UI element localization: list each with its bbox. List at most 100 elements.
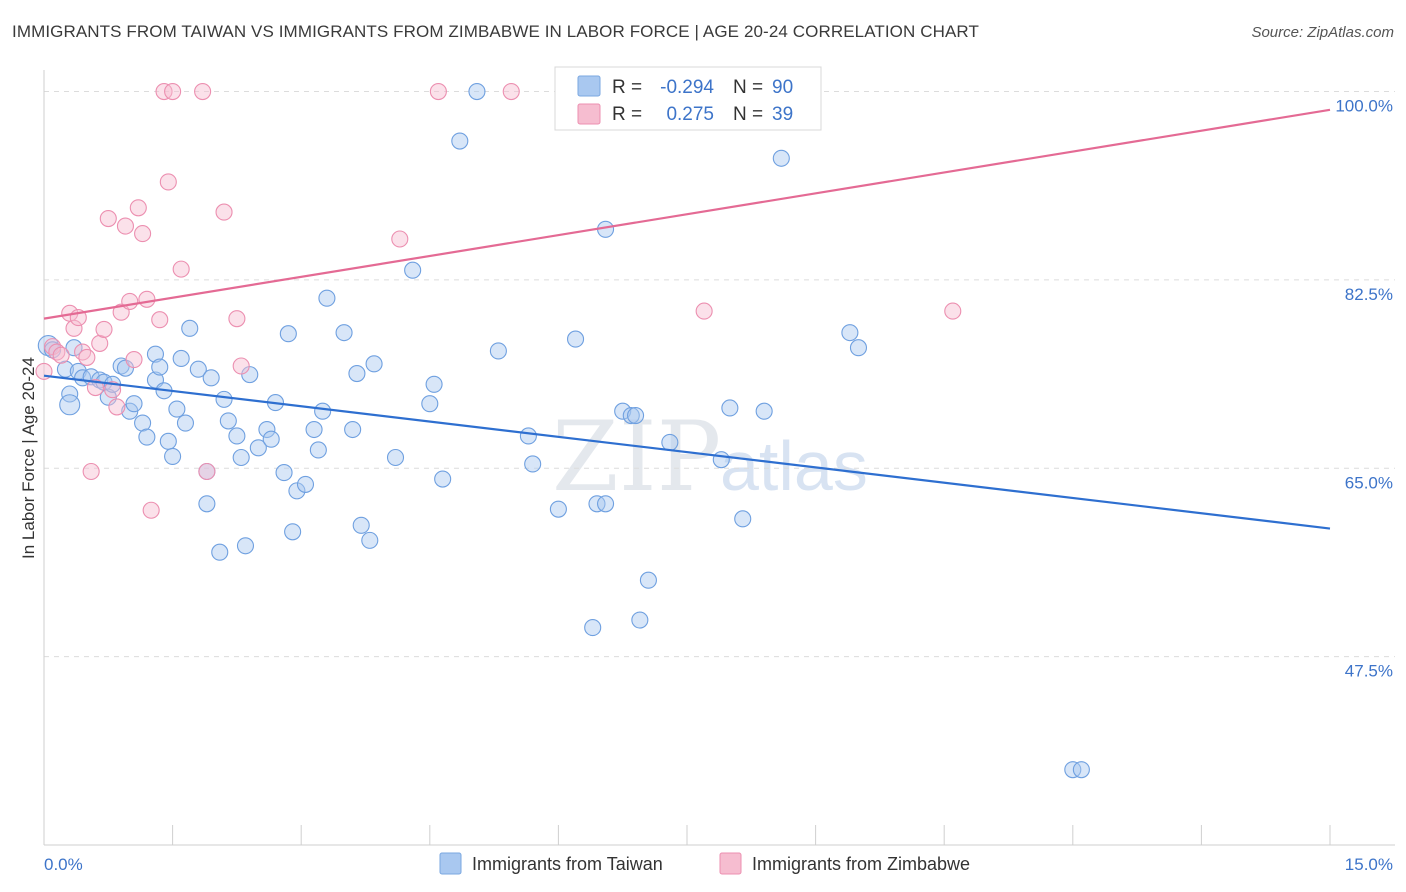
point-zimbabwe (125, 350, 143, 369)
point-taiwan (365, 355, 383, 373)
point-taiwan (219, 412, 237, 430)
point-taiwan (236, 537, 255, 555)
point-zimbabwe (198, 462, 216, 481)
series-legend: Immigrants from Taiwan Immigrants from Z… (439, 852, 970, 875)
point-taiwan (262, 430, 280, 448)
legend-r-value-taiwan: -0.294 (660, 77, 714, 98)
point-zimbabwe (78, 348, 96, 366)
point-taiwan (489, 342, 507, 360)
trend-line-taiwan (43, 374, 1331, 530)
point-zimbabwe (164, 82, 182, 101)
y-tick-label: 47.5% (1345, 662, 1393, 681)
trend-lines (43, 108, 1331, 530)
point-taiwan (172, 349, 190, 368)
point-taiwan (275, 464, 293, 482)
y-tick-label: 65.0% (1345, 473, 1393, 492)
point-zimbabwe (151, 311, 169, 329)
point-taiwan (639, 571, 657, 589)
point-zimbabwe (142, 501, 160, 519)
point-taiwan (151, 358, 169, 376)
point-zimbabwe (121, 292, 139, 310)
point-zimbabwe (232, 357, 250, 375)
point-zimbabwe (502, 82, 520, 101)
point-taiwan (468, 82, 486, 101)
point-taiwan (524, 455, 542, 473)
point-taiwan (772, 149, 790, 167)
point-taiwan (116, 359, 134, 377)
legend-n-label-zimbabwe: N = (733, 104, 763, 125)
point-taiwan (215, 390, 233, 408)
legend-n-label-taiwan: N = (733, 77, 763, 98)
point-taiwan (849, 339, 868, 357)
point-taiwan (344, 420, 362, 439)
point-zimbabwe (172, 260, 190, 278)
point-zimbabwe (99, 209, 117, 228)
point-taiwan (37, 335, 59, 357)
trend-line-zimbabwe (43, 108, 1331, 320)
point-taiwan (1064, 761, 1082, 779)
y-axis-title: In Labor Force | Age 20-24 (19, 357, 38, 559)
watermark-zip: ZIP (552, 401, 721, 513)
point-zimbabwe (91, 334, 109, 352)
point-taiwan (404, 261, 422, 279)
legend-swatch-taiwan (577, 75, 601, 97)
legend-r-value-zimbabwe: 0.275 (666, 104, 714, 125)
point-taiwan (59, 394, 81, 416)
point-zimbabwe (215, 203, 233, 221)
point-taiwan (734, 510, 752, 528)
point-taiwan (181, 319, 199, 337)
y-tick-label: 82.5% (1345, 285, 1393, 304)
point-taiwan (434, 470, 452, 488)
point-taiwan (198, 495, 216, 513)
point-taiwan (1072, 761, 1090, 779)
point-taiwan (228, 427, 246, 445)
legend-swatch-zimbabwe (577, 103, 601, 125)
point-taiwan (159, 432, 177, 450)
point-zimbabwe (194, 82, 212, 101)
point-taiwan (352, 516, 370, 534)
correlation-legend: R = -0.294 N = 90 R = 0.275 N = 39 (554, 66, 822, 131)
point-zimbabwe (52, 346, 70, 364)
point-zimbabwe (86, 378, 104, 397)
point-zimbabwe (95, 320, 113, 338)
point-taiwan (134, 414, 152, 432)
point-zimbabwe (134, 225, 152, 243)
point-taiwan (584, 619, 602, 637)
point-zimbabwe (116, 217, 134, 235)
legend-n-value-taiwan: 90 (772, 77, 793, 98)
x-tick-label: 0.0% (44, 855, 83, 874)
point-taiwan (425, 375, 443, 393)
y-tick-labels: 100.0% 82.5% 65.0% 47.5% (1335, 97, 1393, 681)
point-taiwan (284, 523, 302, 541)
point-taiwan (549, 500, 567, 518)
point-zimbabwe (944, 302, 962, 320)
point-taiwan (241, 366, 259, 384)
point-zimbabwe (129, 199, 147, 217)
point-zimbabwe (228, 310, 246, 328)
point-taiwan (288, 482, 306, 500)
point-taiwan (138, 428, 156, 446)
point-zimbabwe (104, 381, 122, 399)
point-zimbabwe (155, 82, 173, 101)
point-taiwan (386, 448, 405, 467)
point-zimbabwe (391, 230, 409, 248)
point-zimbabwe (695, 302, 713, 320)
point-taiwan (168, 400, 186, 418)
point-taiwan (202, 369, 220, 387)
point-taiwan (335, 324, 353, 342)
point-taiwan (164, 447, 182, 465)
source-label: Source: ZipAtlas.com (1251, 24, 1394, 41)
point-taiwan (566, 330, 585, 348)
data-points (35, 82, 1090, 779)
point-taiwan (314, 402, 332, 420)
point-taiwan (305, 420, 323, 439)
point-taiwan (65, 339, 83, 357)
watermark-atlas: atlas (720, 427, 868, 505)
chart-title: IMMIGRANTS FROM TAIWAN VS IMMIGRANTS FRO… (12, 22, 979, 41)
point-zimbabwe (65, 319, 83, 337)
point-taiwan (712, 451, 730, 469)
point-taiwan (146, 345, 165, 363)
point-taiwan (296, 475, 315, 493)
point-zimbabwe (159, 173, 177, 191)
